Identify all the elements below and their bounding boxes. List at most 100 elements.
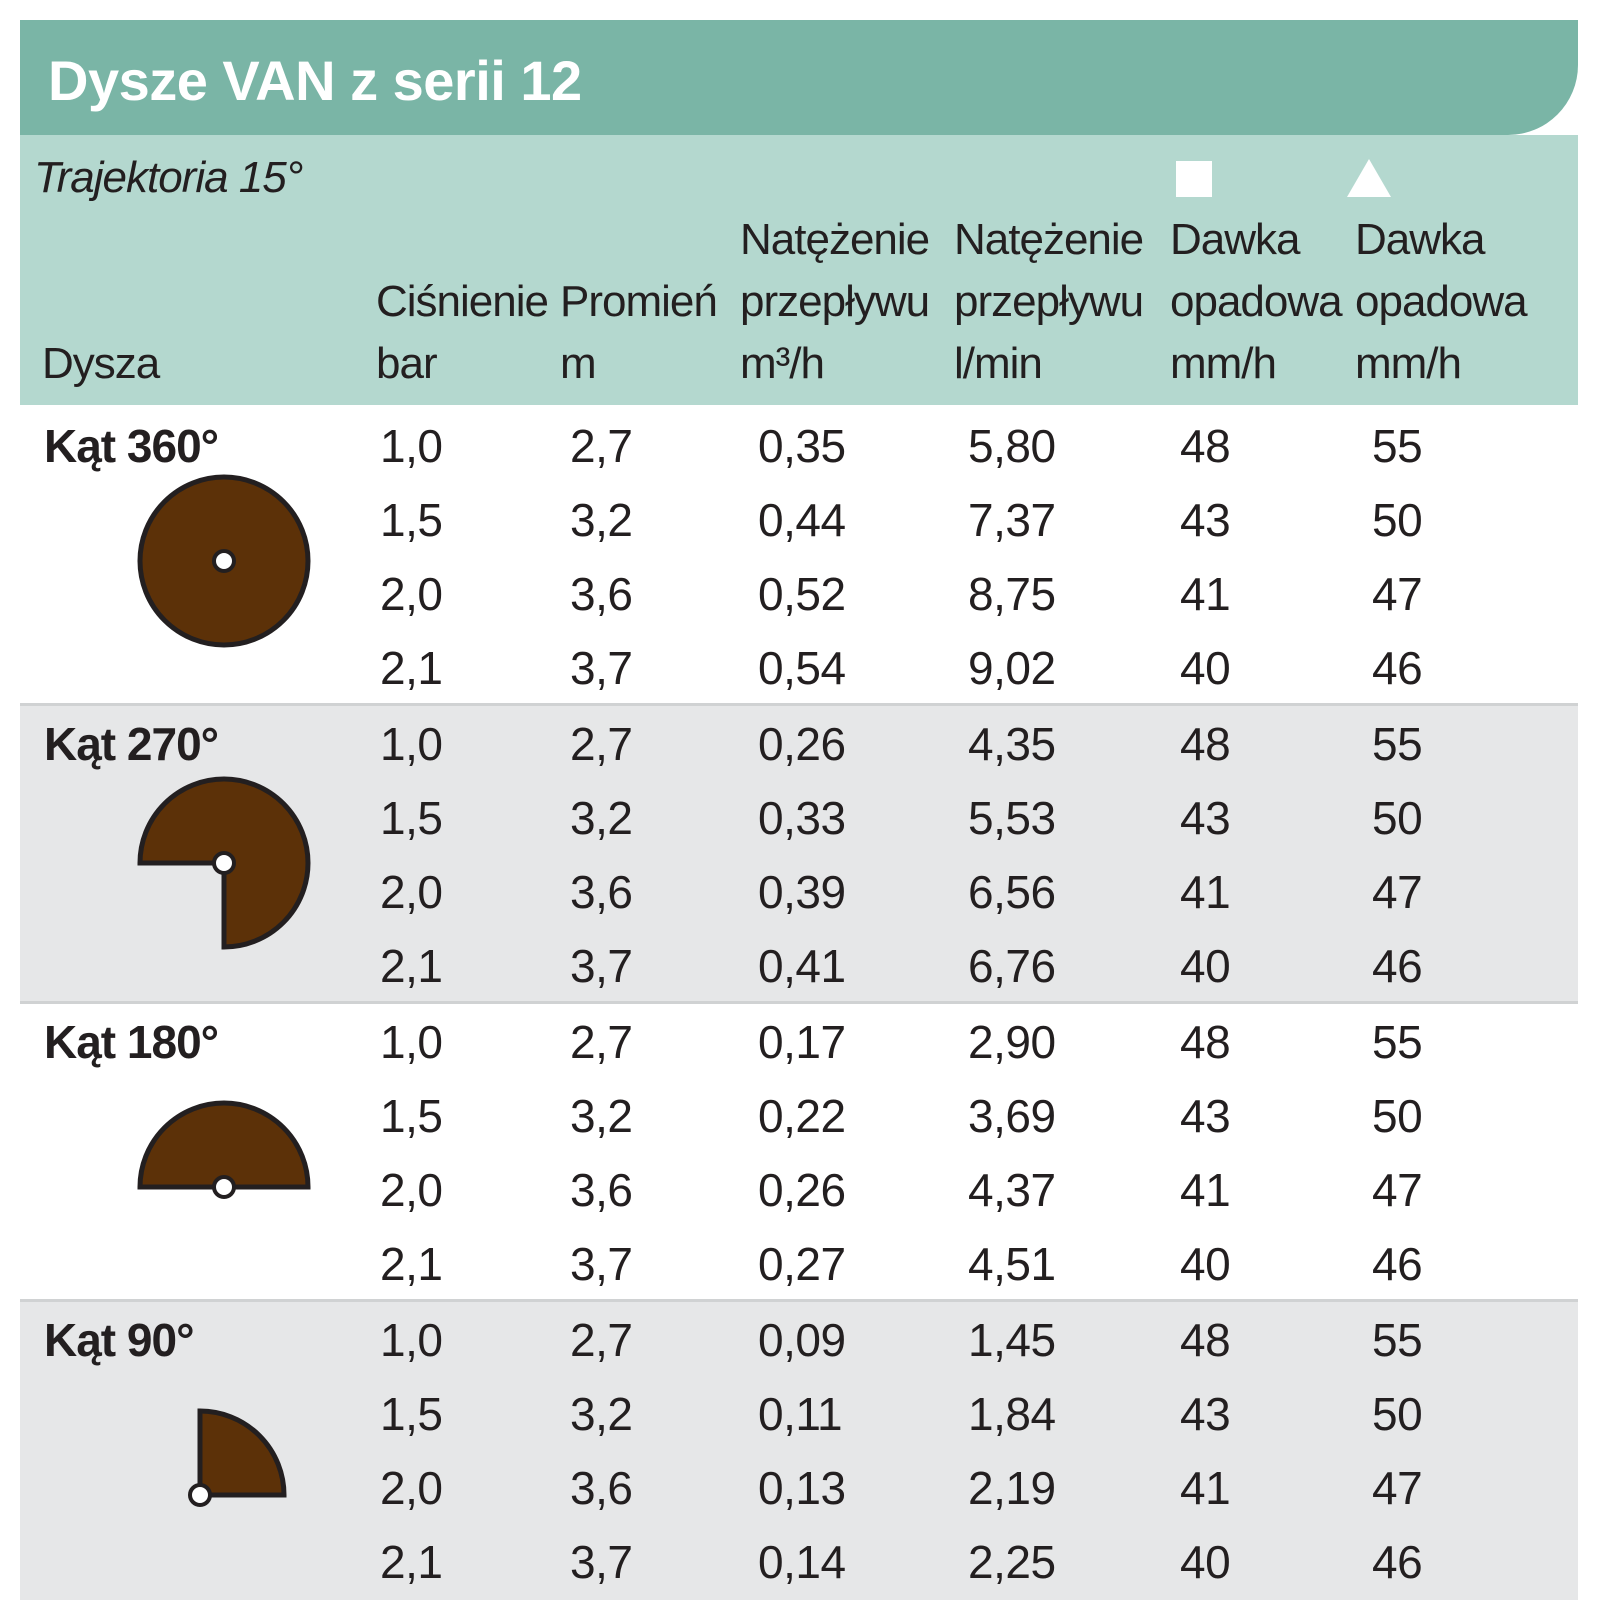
cell-natezenie_m3h: 0,09	[758, 1314, 846, 1366]
group-label: Kąt 90°	[44, 1314, 194, 1366]
nozzle-group: Kąt 90° 1,0 2,7 0,09 1,45 48 55 1,5 3,2 0,11 1,84…	[20, 1299, 1578, 1600]
cell-natezenie_m3h: 0,14	[758, 1536, 846, 1588]
cell-natezenie_lmin: 2,90	[968, 1016, 1056, 1068]
cell-promien: 2,7	[570, 1314, 633, 1366]
cell-promien: 3,6	[570, 1164, 633, 1216]
cell-promien: 3,7	[570, 940, 633, 992]
cell-dawka_triangle: 55	[1372, 1016, 1423, 1068]
cell-promien: 3,6	[570, 568, 633, 620]
header-dawka_triangle-line-2: mm/h	[1355, 339, 1462, 388]
header-cisnienie-line-1: bar	[376, 339, 438, 388]
cell-promien: 3,6	[570, 1462, 633, 1514]
cell-promien: 3,2	[570, 1090, 633, 1142]
header-natezenie_lmin-line-1: przepływu	[954, 277, 1144, 326]
cell-dawka_square: 43	[1180, 792, 1231, 844]
cell-natezenie_m3h: 0,54	[758, 642, 846, 694]
header-dawka_square-line-0: Dawka	[1170, 215, 1300, 264]
cell-dawka_square: 43	[1180, 494, 1231, 546]
cell-promien: 2,7	[570, 718, 633, 770]
cell-natezenie_m3h: 0,44	[758, 494, 846, 546]
cell-dawka_square: 40	[1180, 1536, 1231, 1588]
header-natezenie_m3h-line-0: Natężenie	[740, 215, 930, 264]
cell-dawka_triangle: 50	[1372, 494, 1423, 546]
cell-natezenie_lmin: 6,76	[968, 940, 1056, 992]
triangle-marker-icon	[1347, 159, 1391, 197]
cell-cisnienie: 2,1	[380, 940, 443, 992]
three-quarter-circle-icon	[134, 773, 314, 958]
cell-dawka_triangle: 46	[1372, 940, 1423, 992]
cell-dawka_triangle: 55	[1372, 1314, 1423, 1366]
cell-promien: 3,7	[570, 1536, 633, 1588]
cell-cisnienie: 2,1	[380, 1238, 443, 1290]
cell-natezenie_lmin: 2,19	[968, 1462, 1056, 1514]
cell-natezenie_m3h: 0,52	[758, 568, 846, 620]
full-circle-icon	[134, 471, 314, 656]
group-divider	[20, 1299, 1578, 1302]
cell-dawka_square: 41	[1180, 1462, 1231, 1514]
nozzle-group: Kąt 180° 1,0 2,7 0,17 2,90 48 55 1,5 3,2 0,22 3,6…	[20, 1001, 1578, 1299]
cell-dawka_triangle: 47	[1372, 1164, 1423, 1216]
cell-cisnienie: 2,1	[380, 642, 443, 694]
header-natezenie_m3h-line-1: przepływu	[740, 277, 930, 326]
cell-cisnienie: 1,0	[380, 1016, 443, 1068]
cell-promien: 2,7	[570, 420, 633, 472]
cell-dawka_square: 48	[1180, 420, 1231, 472]
cell-cisnienie: 1,5	[380, 792, 443, 844]
cell-promien: 3,7	[570, 1238, 633, 1290]
cell-natezenie_lmin: 5,53	[968, 792, 1056, 844]
square-marker-icon	[1176, 161, 1212, 197]
cell-dawka_square: 43	[1180, 1388, 1231, 1440]
cell-dawka_square: 41	[1180, 1164, 1231, 1216]
page-title: Dysze VAN z serii 12	[48, 49, 582, 112]
cell-natezenie_lmin: 9,02	[968, 642, 1056, 694]
cell-natezenie_lmin: 4,51	[968, 1238, 1056, 1290]
header-natezenie_m3h-line-2: m³/h	[740, 339, 825, 388]
cell-dawka_triangle: 47	[1372, 866, 1423, 918]
cell-natezenie_lmin: 3,69	[968, 1090, 1056, 1142]
header-dawka_square-line-1: opadowa	[1170, 277, 1343, 326]
cell-dawka_square: 41	[1180, 866, 1231, 918]
cell-dawka_triangle: 46	[1372, 1536, 1423, 1588]
cell-dawka_triangle: 46	[1372, 1238, 1423, 1290]
cell-promien: 3,6	[570, 866, 633, 918]
cell-promien: 3,7	[570, 642, 633, 694]
cell-cisnienie: 1,0	[380, 718, 443, 770]
cell-natezenie_m3h: 0,39	[758, 866, 846, 918]
cell-dawka_square: 48	[1180, 1016, 1231, 1068]
cell-dawka_square: 40	[1180, 642, 1231, 694]
cell-cisnienie: 2,1	[380, 1536, 443, 1588]
cell-dawka_triangle: 50	[1372, 1388, 1423, 1440]
cell-dawka_square: 40	[1180, 1238, 1231, 1290]
cell-promien: 3,2	[570, 1388, 633, 1440]
group-divider	[20, 703, 1578, 706]
cell-natezenie_m3h: 0,41	[758, 940, 846, 992]
nozzle-group: Kąt 360° 1,0 2,7 0,35 5,80 48 55 1,5 3,2 0,44 7,3…	[20, 405, 1578, 703]
cell-cisnienie: 1,5	[380, 494, 443, 546]
cell-cisnienie: 1,5	[380, 1090, 443, 1142]
header-dysza-line-0: Dysza	[42, 339, 160, 388]
group-divider	[20, 1001, 1578, 1004]
cell-cisnienie: 2,0	[380, 1164, 443, 1216]
cell-natezenie_m3h: 0,26	[758, 718, 846, 770]
header-dawka_square-line-2: mm/h	[1170, 339, 1277, 388]
header-dawka_triangle-line-0: Dawka	[1355, 215, 1485, 264]
cell-natezenie_lmin: 1,45	[968, 1314, 1056, 1366]
cell-natezenie_m3h: 0,22	[758, 1090, 846, 1142]
cell-natezenie_m3h: 0,17	[758, 1016, 846, 1068]
nozzle-group: Kąt 270° 1,0 2,7 0,26 4,35 48 55 1,5 3,2 0,33 5,5…	[20, 703, 1578, 1001]
cell-cisnienie: 1,0	[380, 1314, 443, 1366]
cell-dawka_triangle: 55	[1372, 420, 1423, 472]
cell-natezenie_lmin: 7,37	[968, 494, 1056, 546]
group-label: Kąt 360°	[44, 420, 219, 472]
group-label: Kąt 180°	[44, 1016, 219, 1068]
cell-natezenie_m3h: 0,33	[758, 792, 846, 844]
header-promien-line-1: m	[560, 339, 597, 388]
header-cisnienie-line-0: Ciśnienie	[376, 277, 549, 326]
cell-dawka_square: 48	[1180, 718, 1231, 770]
header-natezenie_lmin-line-2: l/min	[954, 339, 1043, 388]
cell-dawka_square: 41	[1180, 568, 1231, 620]
cell-natezenie_m3h: 0,13	[758, 1462, 846, 1514]
cell-natezenie_lmin: 8,75	[968, 568, 1056, 620]
half-circle-icon	[134, 1097, 314, 1212]
cell-dawka_square: 40	[1180, 940, 1231, 992]
